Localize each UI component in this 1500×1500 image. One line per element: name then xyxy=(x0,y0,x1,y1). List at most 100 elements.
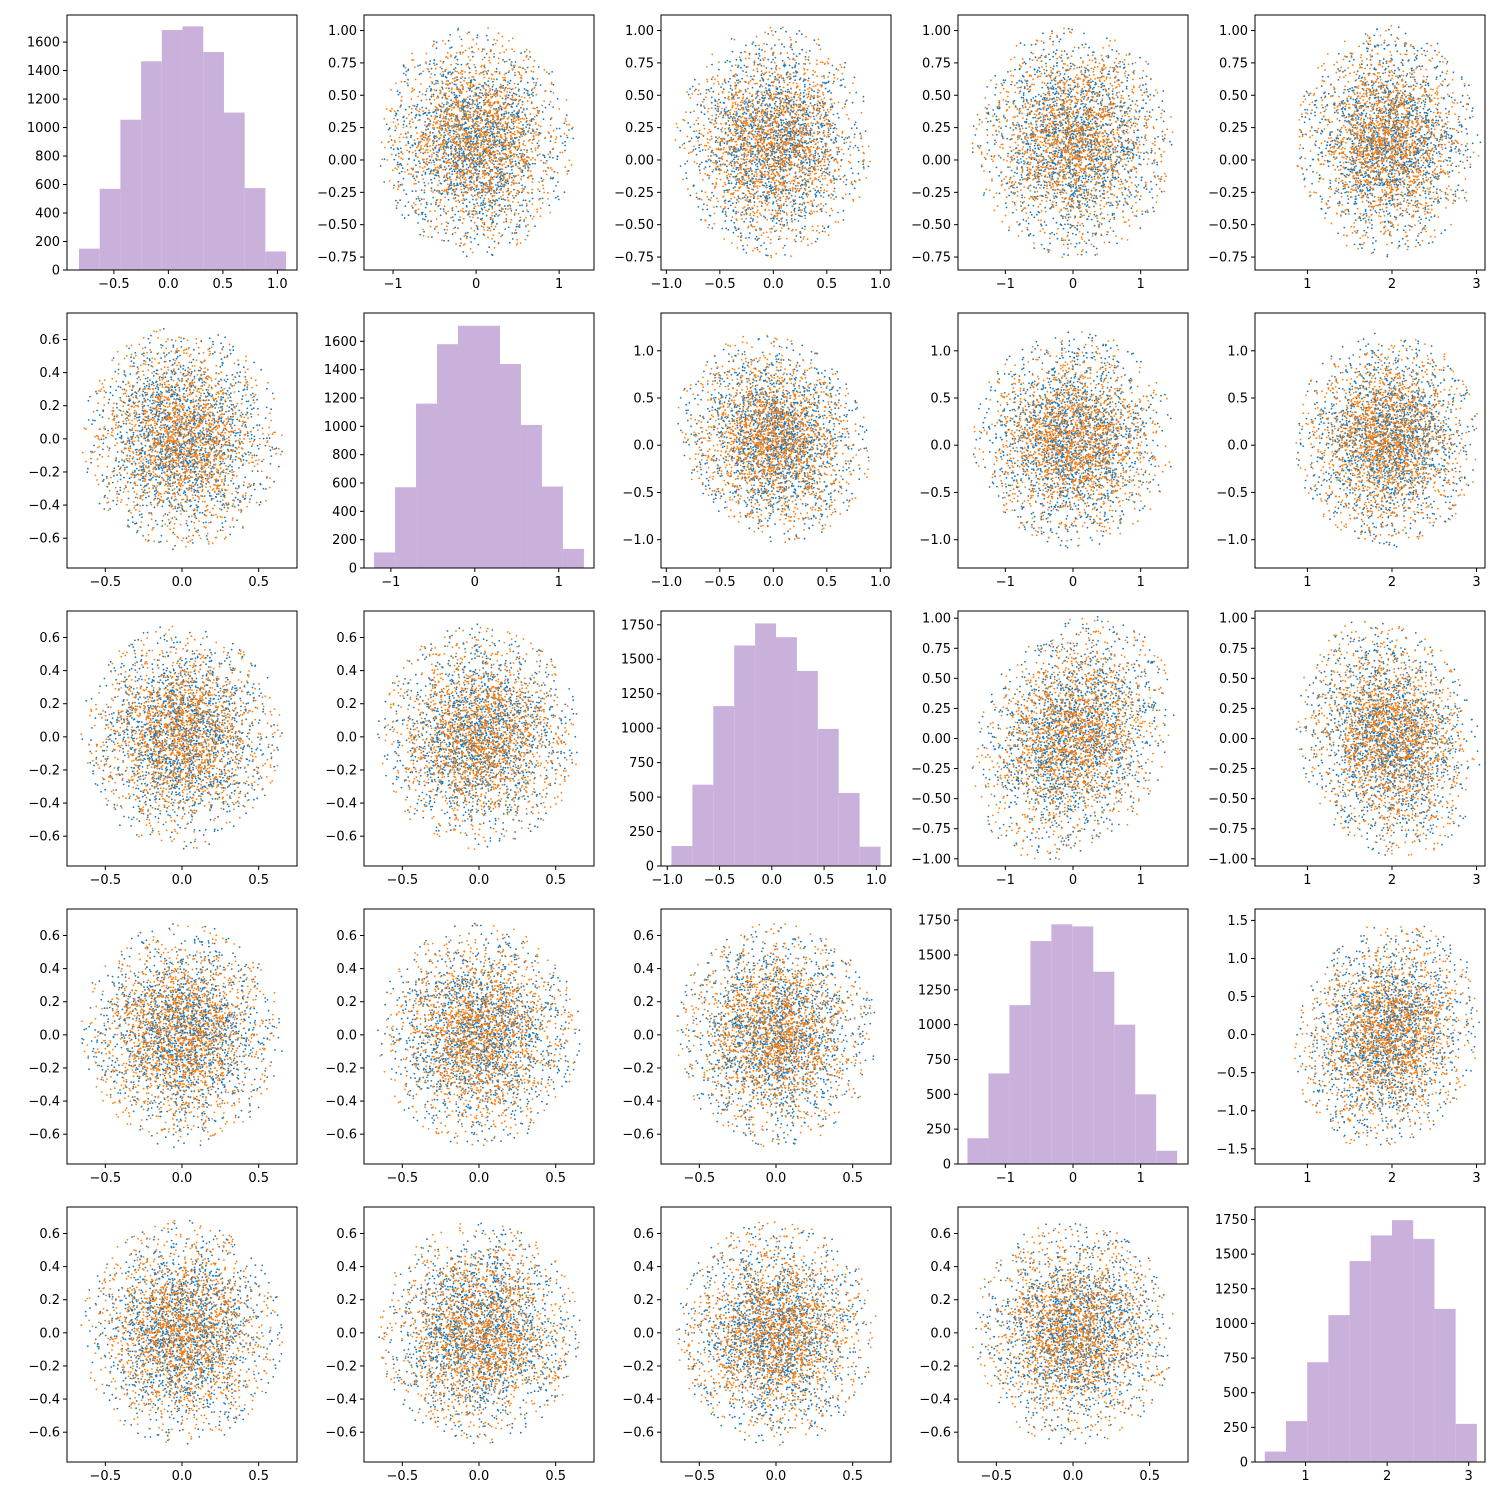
scatter-point xyxy=(455,137,457,139)
scatter-point xyxy=(564,145,566,147)
scatter-point xyxy=(751,173,753,175)
scatter-point xyxy=(465,172,467,174)
scatter-point xyxy=(485,161,487,163)
scatter-point xyxy=(517,174,519,176)
scatter-point xyxy=(532,139,534,141)
scatter-point xyxy=(447,98,449,100)
scatter-point xyxy=(526,49,528,51)
scatter-point xyxy=(419,91,421,93)
scatter-point xyxy=(482,157,484,159)
scatter-point xyxy=(422,93,424,95)
scatter-point xyxy=(513,127,515,129)
scatter-point xyxy=(551,83,553,85)
scatter-point xyxy=(458,156,460,158)
scatter-point xyxy=(809,112,811,114)
scatter-point xyxy=(703,99,705,101)
scatter-point xyxy=(439,137,441,139)
scatter-point xyxy=(474,132,476,134)
scatter-point xyxy=(473,207,475,209)
scatter-point xyxy=(468,116,470,118)
scatter-point xyxy=(413,178,415,180)
scatter-point xyxy=(476,37,478,39)
scatter-point xyxy=(480,136,482,138)
scatter-point xyxy=(822,158,824,160)
scatter-point xyxy=(758,90,760,92)
scatter-point xyxy=(428,140,430,142)
scatter-point xyxy=(770,85,772,87)
scatter-point xyxy=(738,108,740,110)
scatter-point xyxy=(445,76,447,78)
scatter-point xyxy=(782,210,784,212)
scatter-point xyxy=(460,186,462,188)
scatter-point xyxy=(568,129,570,131)
scatter-point xyxy=(493,195,495,197)
scatter-point xyxy=(387,159,389,161)
scatter-point xyxy=(750,217,752,219)
scatter-point xyxy=(474,111,476,113)
scatter-point xyxy=(465,177,467,179)
scatter-point xyxy=(446,174,448,176)
scatter-point xyxy=(483,104,485,106)
subplot-r0-c0: −0.5 0.0 0.5 1.0020040060080010001200140016… xyxy=(27,15,297,292)
scatter-point xyxy=(752,220,754,222)
scatter-point xyxy=(699,169,701,171)
scatter-point xyxy=(478,83,480,85)
scatter-point xyxy=(525,200,527,202)
scatter-point xyxy=(461,157,463,159)
scatter-point xyxy=(488,94,490,96)
scatter-point xyxy=(514,131,516,133)
scatter-point xyxy=(494,241,496,243)
scatter-point xyxy=(834,188,836,190)
scatter-point xyxy=(431,190,433,192)
scatter-point xyxy=(495,115,497,117)
scatter-point xyxy=(415,155,417,157)
scatter-point xyxy=(502,194,504,196)
scatter-point xyxy=(454,188,456,190)
scatter-point xyxy=(766,108,768,110)
scatter-point xyxy=(491,162,493,164)
scatter-point xyxy=(486,96,488,98)
scatter-point xyxy=(427,128,429,130)
scatter-point xyxy=(498,146,500,148)
scatter-point xyxy=(492,89,494,91)
scatter-point xyxy=(450,118,452,120)
scatter-point xyxy=(833,81,835,83)
scatter-point xyxy=(540,215,542,217)
histogram-bar xyxy=(100,189,121,270)
scatter-point xyxy=(434,138,436,140)
scatter-point xyxy=(806,143,808,145)
scatter-point xyxy=(783,204,785,206)
scatter-point xyxy=(465,101,467,103)
scatter-point xyxy=(813,139,815,141)
scatter-point xyxy=(534,163,536,165)
scatter-point xyxy=(469,184,471,186)
scatter-point xyxy=(829,171,831,173)
scatter-point xyxy=(418,160,420,162)
scatter-point xyxy=(432,148,434,150)
scatter-point xyxy=(834,139,836,141)
scatter-point xyxy=(477,149,479,151)
scatter-point xyxy=(516,105,518,107)
scatter-point xyxy=(463,80,465,82)
scatter-point xyxy=(483,226,485,228)
scatter-point xyxy=(492,146,494,148)
scatter-point xyxy=(552,177,554,179)
scatter-point xyxy=(742,197,744,199)
scatter-point xyxy=(453,133,455,135)
scatter-point xyxy=(524,134,526,136)
scatter-point xyxy=(840,178,842,180)
scatter-point xyxy=(806,110,808,112)
scatter-point xyxy=(521,159,523,161)
scatter-point xyxy=(776,218,778,220)
scatter-point xyxy=(492,199,494,201)
scatter-point xyxy=(521,184,523,186)
scatter-point xyxy=(689,88,691,90)
scatter-point xyxy=(491,73,493,75)
scatter-point xyxy=(764,196,766,198)
scatter-point xyxy=(506,156,508,158)
scatter-point xyxy=(433,94,435,96)
scatter-point xyxy=(488,132,490,134)
scatter-point xyxy=(511,219,513,221)
scatter-point xyxy=(435,158,437,160)
scatter-point xyxy=(420,141,422,143)
